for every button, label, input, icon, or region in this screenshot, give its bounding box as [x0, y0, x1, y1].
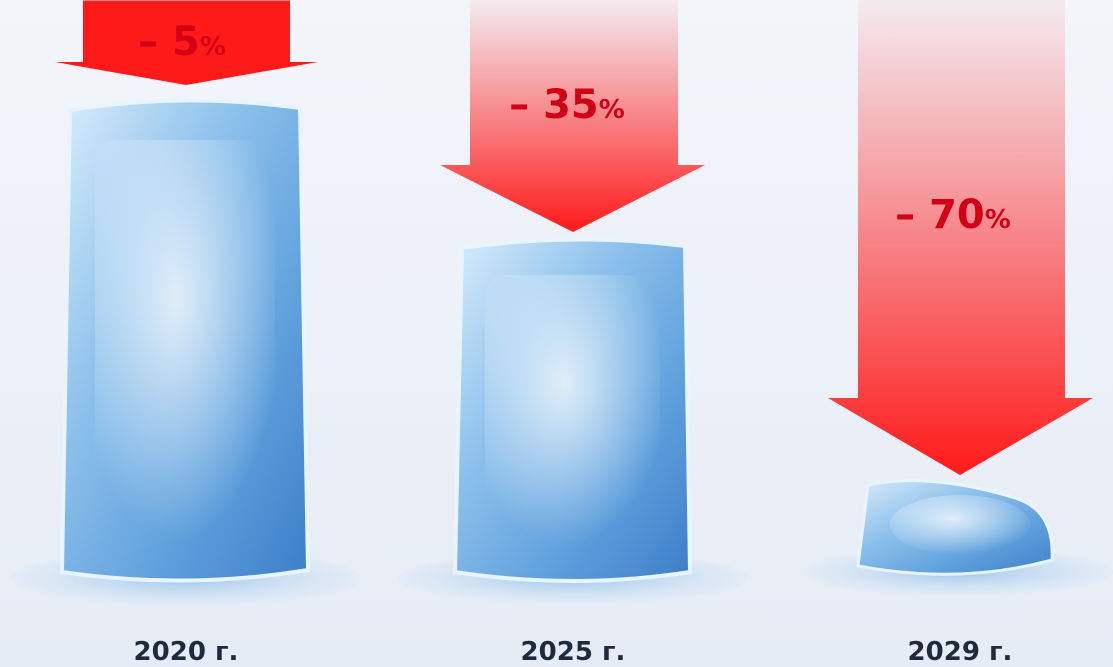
percent-label: – 5% [138, 19, 226, 65]
arrow [55, 0, 318, 85]
arrow [828, 0, 1093, 475]
ice-block [452, 237, 693, 583]
year-label: 2029 г. [908, 637, 1013, 667]
percent-value: – 70 [895, 192, 985, 238]
percent-value: – 35 [509, 82, 599, 128]
percent-unit: % [985, 205, 1011, 235]
percent-value: – 5 [138, 19, 200, 65]
ice-block [856, 479, 1054, 576]
percent-label: – 35% [509, 82, 625, 128]
percent-unit: % [200, 32, 226, 62]
year-label: 2020 г. [134, 637, 239, 667]
arrow [440, 0, 705, 232]
percent-unit: % [599, 95, 625, 125]
ice-block [59, 98, 311, 583]
year-label: 2025 г. [521, 637, 626, 667]
percent-label: – 70% [895, 192, 1011, 238]
